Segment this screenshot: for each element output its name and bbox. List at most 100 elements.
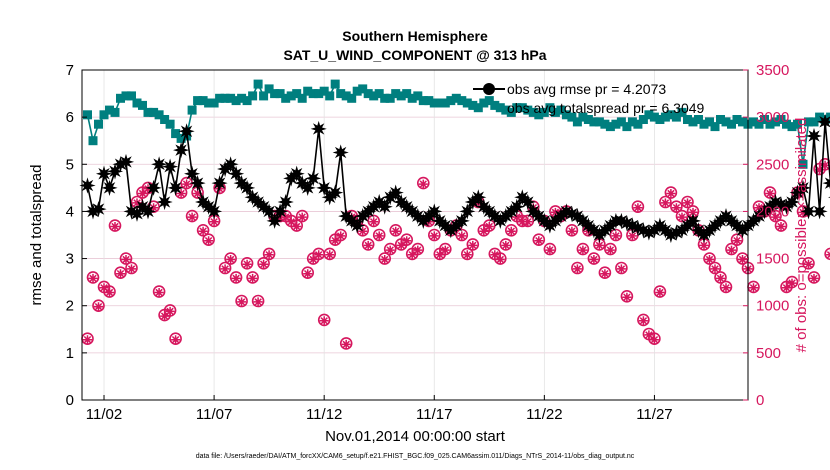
rmse-point-23	[206, 203, 223, 220]
totalspread-point-50	[358, 84, 368, 94]
totalspread-point-48	[347, 93, 357, 103]
obs-assimilated-point-117	[727, 245, 736, 255]
totalspread-point-0	[83, 110, 92, 120]
totalspread-point-6	[116, 93, 125, 103]
obs-assimilated-point-18	[182, 179, 192, 189]
obs-possible-point-69	[460, 247, 474, 261]
obs-assimilated-point-121	[749, 283, 758, 293]
totalspread-point-131	[804, 117, 813, 127]
obs-assimilated-point-30	[248, 273, 258, 283]
totalspread-point-53	[374, 89, 384, 99]
obs-possible-point-28	[235, 294, 248, 308]
obs-assimilated-point-76	[501, 240, 511, 250]
obs-assimilated-point-115	[716, 273, 725, 283]
obs-assimilated-point-98	[622, 292, 632, 302]
obs-assimilated-point-119	[738, 255, 747, 264]
totalspread-point-133	[815, 112, 825, 122]
obs-assimilated-point-58	[402, 236, 412, 246]
totalspread-point-36	[281, 93, 291, 103]
obs-assimilated-point-116	[721, 283, 731, 293]
obs-assimilated-point-37	[286, 217, 296, 227]
rmse-point-36	[277, 193, 294, 211]
obs-possible-point-109	[681, 195, 694, 209]
totalspread-point-110	[688, 117, 698, 127]
x-tick-label-0: 11/02	[86, 406, 122, 423]
obs-possible-point-21	[196, 224, 210, 237]
totalspread-point-94	[600, 119, 610, 129]
obs-assimilated-point-64	[435, 250, 445, 260]
rmse-point-20	[189, 175, 206, 192]
rmse-point-33	[261, 203, 278, 220]
rmse-point-130	[794, 179, 812, 196]
obs-assimilated-point-3	[99, 283, 109, 293]
totalspread-point-107	[671, 112, 681, 122]
obs-assimilated-point-2	[94, 302, 103, 312]
totalspread-point-74	[490, 100, 500, 110]
obs-assimilated-point-43	[319, 316, 329, 326]
rmse-point-4	[101, 179, 118, 196]
obs-assimilated-point-27	[231, 273, 241, 283]
totalspread-point-128	[787, 122, 797, 132]
rmse-point-7	[117, 153, 135, 170]
totalspread-point-68	[457, 96, 467, 106]
obs-assimilated-point-36	[281, 212, 291, 222]
totalspread-point-1	[88, 136, 98, 146]
y-tick-label-right-4: 2000	[756, 203, 789, 220]
y-tick-label-right-5: 2500	[756, 156, 789, 173]
axes: 0 1 2 3 4 5 6 7 0 500 1000 1500 2000 2500 3000 3500 11/0…	[66, 62, 790, 423]
obs-assimilated-point-97	[616, 264, 626, 274]
totalspread-point-29	[242, 96, 252, 106]
totalspread-point-19	[187, 105, 197, 115]
obs-possible-point-33	[262, 247, 276, 261]
obs-assimilated-point-80	[523, 217, 533, 227]
obs-possible-point-134	[818, 158, 830, 171]
obs-assimilated-point-72	[479, 226, 489, 236]
totalspread-point-28	[237, 93, 247, 103]
rmse-point-34	[266, 212, 283, 229]
obs-assimilated-point-82	[534, 236, 544, 246]
y-tick-label-right-6: 3000	[756, 109, 789, 126]
totalspread-point-103	[649, 112, 659, 122]
totalspread-point-65	[440, 98, 450, 108]
obs-assimilated-point-32	[259, 259, 269, 269]
obs-assimilated-point-6	[116, 269, 125, 279]
obs-assimilated-point-126	[776, 222, 786, 231]
obs-assimilated-point-70	[468, 240, 478, 250]
obs-assimilated-point-39	[297, 212, 307, 222]
totalspread-point-15	[165, 119, 175, 129]
obs-possible-point-25	[218, 261, 232, 275]
obs-assimilated-point-89	[572, 264, 582, 274]
obs-possible-point-124	[763, 186, 777, 199]
totalspread-point-47	[341, 91, 351, 101]
obs-assimilated-point-1	[88, 273, 98, 283]
totalspread-point-121	[749, 117, 758, 127]
obs-assimilated-point-46	[336, 231, 346, 241]
obs-assimilated-point-60	[413, 245, 423, 255]
totalspread-point-124	[765, 119, 775, 129]
y-tick-label-right-0: 0	[756, 392, 764, 409]
rmse-point-35	[272, 203, 289, 220]
rmse-point-11	[139, 203, 157, 220]
totalspread-point-112	[699, 119, 709, 129]
rmse-point-46	[332, 144, 349, 161]
obs-assimilated-point-5	[110, 222, 120, 231]
obs-possible-point-5	[108, 219, 122, 232]
obs-assimilated-point-113	[705, 255, 714, 264]
rmse-point-49	[349, 217, 366, 234]
rmse-point-68	[453, 212, 470, 229]
totalspread-point-66	[446, 96, 456, 106]
obs-assimilated-point-29	[242, 259, 252, 269]
totalspread-point-105	[660, 112, 670, 122]
obs-assimilated-point-38	[292, 222, 302, 231]
obs-assimilated-point-12	[149, 203, 159, 213]
obs-possible-point-105	[659, 195, 672, 209]
y-tick-label-right-3: 1500	[756, 251, 789, 268]
obs-possible-point-31	[251, 294, 265, 308]
obs-assimilated-point-93	[594, 240, 604, 250]
obs-assimilated-point-105	[660, 198, 670, 208]
rmse-point-135	[822, 177, 830, 190]
totalspread-point-81	[528, 107, 538, 117]
totalspread-point-38	[292, 89, 302, 99]
rmse-point-133	[811, 203, 828, 220]
